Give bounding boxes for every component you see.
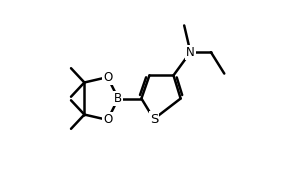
Text: N: N [186, 46, 195, 59]
Text: B: B [114, 92, 122, 105]
Text: O: O [103, 113, 112, 126]
Text: O: O [103, 71, 112, 84]
Text: S: S [150, 113, 158, 125]
